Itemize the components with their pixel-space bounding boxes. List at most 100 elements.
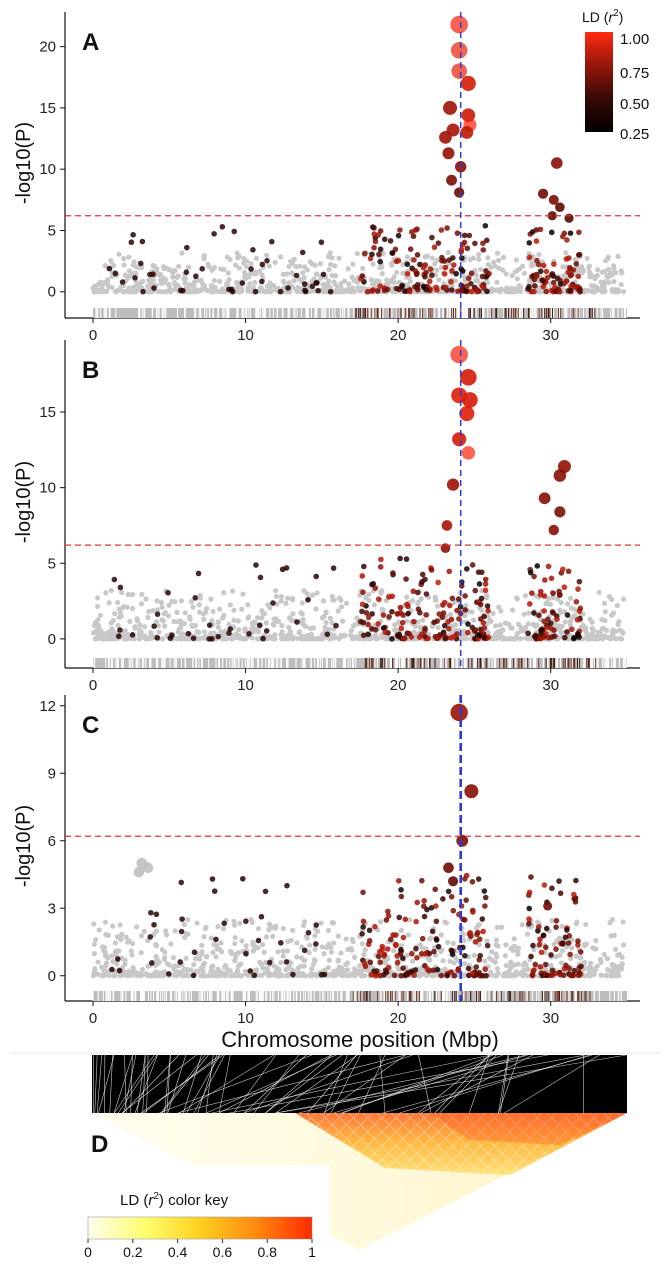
snp-point — [585, 965, 591, 971]
snp-point — [95, 624, 101, 630]
snp-point — [314, 928, 321, 934]
snp-point — [598, 972, 604, 978]
snp-point — [175, 629, 181, 635]
snp-point — [477, 616, 484, 622]
snp-point — [300, 270, 306, 276]
snp-point — [293, 286, 299, 293]
snp-point — [305, 634, 311, 640]
snp-point — [572, 607, 578, 613]
snp-point — [153, 911, 160, 918]
color-key-tick-label: 0 — [84, 1244, 92, 1260]
snp-point — [264, 257, 270, 264]
snp-point — [446, 568, 453, 575]
snp-point — [334, 971, 340, 977]
ld-mapping-line — [324, 1054, 348, 1114]
snp-point — [509, 636, 515, 642]
snp-point — [296, 630, 302, 636]
snp-point — [496, 257, 502, 263]
snp-point — [465, 965, 472, 972]
snp-point — [477, 601, 484, 608]
snp-point — [429, 928, 436, 935]
snp-point — [266, 263, 272, 269]
ld-legend: LD (r2) 1.00 0.75 0.50 0.25 — [582, 8, 649, 143]
snp-point — [438, 932, 444, 938]
snp-point — [389, 260, 395, 267]
snp-point — [97, 612, 104, 618]
snp-point — [321, 613, 327, 620]
snp-point — [243, 943, 249, 949]
snp-point — [94, 603, 101, 610]
snp-point — [141, 624, 148, 630]
snp-point — [232, 940, 238, 947]
snp-point — [496, 604, 502, 610]
snp-point — [606, 594, 613, 600]
snp-point — [605, 266, 611, 272]
snp-point — [402, 288, 408, 294]
color-key-tick-label: 0.8 — [257, 1244, 277, 1260]
snp-point — [129, 631, 136, 638]
snp-point — [258, 285, 264, 291]
snp-point — [434, 267, 440, 273]
snp-point — [290, 971, 296, 978]
snp-point — [611, 266, 617, 272]
snp-point — [446, 174, 457, 186]
snp-point — [577, 949, 584, 955]
color-key-ticks: 0 0.2 0.4 0.6 0.8 1 — [84, 1239, 316, 1260]
snp-point — [112, 611, 118, 617]
snp-point — [377, 264, 383, 271]
snp-point — [476, 632, 483, 639]
snp-point — [567, 951, 573, 958]
snp-point — [620, 919, 626, 925]
snp-point — [476, 969, 482, 976]
snp-point — [493, 623, 499, 629]
snp-point — [409, 265, 415, 271]
snp-point — [526, 920, 532, 927]
snp-point — [525, 630, 531, 637]
snp-point — [153, 928, 159, 934]
snp-point — [480, 928, 486, 935]
snp-point — [179, 250, 185, 256]
snp-point — [109, 966, 115, 973]
ld-legend-colorbar — [585, 32, 613, 132]
snp-point — [559, 948, 566, 954]
snp-point — [497, 622, 503, 628]
snp-point — [221, 590, 227, 596]
ld-mapping-line — [504, 1054, 600, 1114]
snp-point — [521, 611, 527, 617]
snp-point — [461, 239, 468, 246]
snp-point — [187, 616, 193, 622]
snp-point — [209, 267, 215, 273]
snp-point — [112, 270, 119, 277]
snp-point — [178, 928, 185, 935]
snp-point — [284, 972, 290, 979]
snp-point — [221, 920, 227, 927]
snp-point — [540, 932, 547, 939]
snp-point — [211, 888, 218, 894]
snp-point — [129, 605, 136, 612]
snp-point — [121, 262, 127, 268]
snp-point — [514, 633, 520, 640]
snp-point — [562, 934, 569, 941]
ld-mapping-line — [265, 1054, 333, 1114]
ld-mapping-line — [114, 1054, 155, 1114]
snp-point — [564, 612, 571, 618]
snp-point — [504, 636, 510, 642]
ld-block-core — [430, 1113, 627, 1145]
snp-point — [299, 636, 306, 642]
snp-point — [499, 924, 505, 930]
snp-point — [373, 278, 379, 284]
snp-point — [469, 970, 476, 977]
x-tick-label: 30 — [542, 1010, 559, 1027]
snp-point — [175, 618, 181, 625]
snp-point — [262, 970, 268, 976]
snp-point — [479, 569, 485, 576]
snp-point — [584, 255, 590, 262]
snp-point — [482, 581, 489, 587]
snp-point — [480, 240, 486, 247]
snp-point — [445, 888, 452, 895]
snp-point — [532, 632, 539, 639]
snp-point — [283, 959, 290, 965]
snp-point — [615, 289, 621, 295]
snp-point — [573, 598, 580, 605]
snp-point — [181, 967, 188, 973]
